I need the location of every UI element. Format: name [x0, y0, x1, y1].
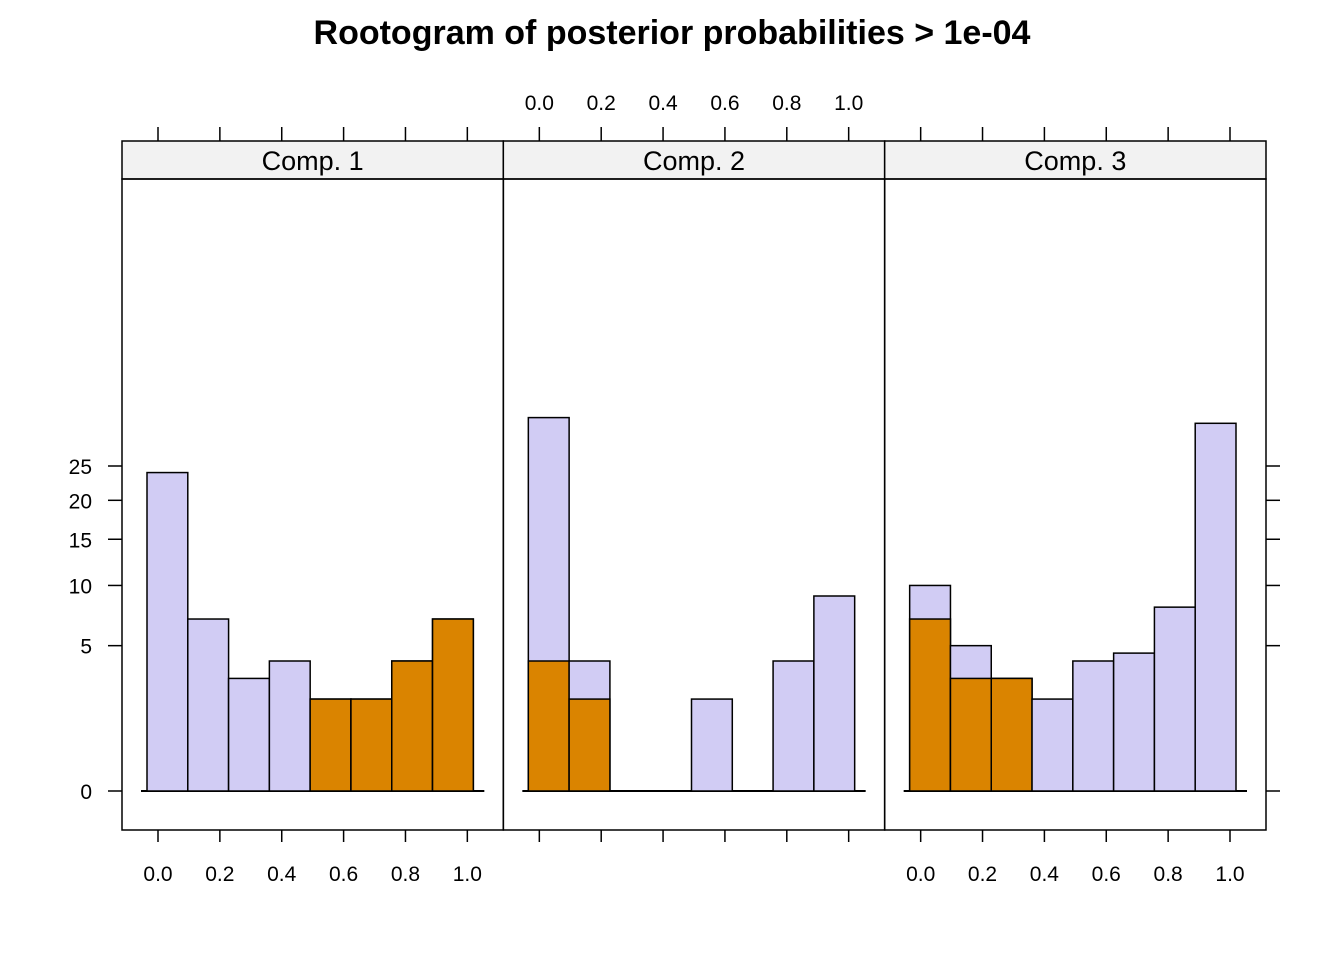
- y-tick-label: 25: [69, 456, 92, 479]
- x-tick-label-top: 0.4: [648, 92, 678, 115]
- panel-1: Comp. 1 0.0 0.2 0.4 0.6 0.8 1.0: [121, 127, 505, 886]
- x-tick-label-bottom: 0.0: [906, 863, 935, 886]
- x-tick-label-bottom: 1.0: [453, 863, 482, 886]
- x-tick-label-bottom: 0.8: [1154, 863, 1183, 886]
- bar-highlight: [527, 660, 570, 792]
- bar-total: [1153, 606, 1196, 792]
- panel-strip: [502, 140, 886, 180]
- bar-total: [772, 660, 815, 792]
- bar-total: [268, 660, 311, 792]
- bar-total: [187, 618, 230, 792]
- bar-total: [690, 698, 734, 792]
- bar-highlight: [350, 698, 393, 792]
- x-tick-label-bottom: 0.4: [267, 863, 297, 886]
- panel-strip: [121, 140, 505, 180]
- bar-highlight: [908, 618, 952, 792]
- x-tick-label-top: 0.8: [772, 92, 801, 115]
- y-tick-label: 10: [69, 575, 92, 598]
- panel-strip-label: Comp. 2: [643, 146, 745, 176]
- x-tick-label-top: 1.0: [834, 92, 863, 115]
- panel-strip-label: Comp. 1: [262, 146, 364, 176]
- bar-total: [1031, 698, 1074, 792]
- bar-highlight: [568, 698, 611, 792]
- x-tick-label-bottom: 0.0: [143, 863, 172, 886]
- y-tick-label: 20: [69, 490, 92, 513]
- bar-highlight: [391, 660, 434, 792]
- x-tick-label-top: 0.6: [710, 92, 739, 115]
- panel-3: Comp. 3 0.0 0.2 0.4 0.6 0.8 1.0: [883, 127, 1267, 886]
- x-tick-label-bottom: 0.2: [205, 863, 234, 886]
- chart-title: Rootogram of posterior probabilities > 1…: [314, 14, 1031, 52]
- x-tick-label-bottom: 0.8: [391, 863, 420, 886]
- panel-2: Comp. 2 0.0 0.2 0.4 0.6 0.8 1.0: [502, 92, 886, 842]
- y-tick-label: 15: [69, 529, 92, 552]
- bar-highlight: [309, 698, 352, 792]
- x-tick-label-bottom: 0.6: [1092, 863, 1121, 886]
- x-tick-label-bottom: 0.2: [968, 863, 997, 886]
- x-tick-label-bottom: 0.4: [1030, 863, 1060, 886]
- bar-total: [1112, 652, 1156, 792]
- bar-highlight: [949, 677, 992, 792]
- x-tick-label-bottom: 0.6: [329, 863, 358, 886]
- bar-highlight: [431, 618, 475, 792]
- x-tick-label-top: 0.2: [587, 92, 616, 115]
- bar-total: [1072, 660, 1115, 792]
- panel-frame: [883, 178, 1267, 831]
- y-tick-label: 0: [80, 781, 92, 804]
- bar-total: [146, 471, 189, 792]
- panel-strip-label: Comp. 3: [1024, 146, 1126, 176]
- panel-strip: [883, 140, 1267, 180]
- x-tick-label-bottom: 1.0: [1215, 863, 1244, 886]
- y-tick-label: 5: [80, 636, 92, 659]
- bar-total: [813, 595, 856, 792]
- bar-total: [227, 677, 271, 792]
- bar-total: [1194, 422, 1237, 792]
- x-tick-label-top: 0.0: [525, 92, 554, 115]
- bar-highlight: [990, 677, 1033, 792]
